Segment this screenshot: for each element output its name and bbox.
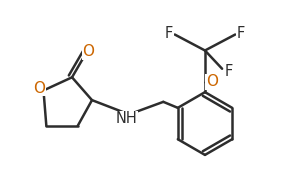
Text: O: O bbox=[33, 81, 46, 96]
Text: F: F bbox=[165, 26, 173, 41]
Text: F: F bbox=[225, 64, 233, 79]
Text: F: F bbox=[237, 26, 245, 41]
Text: O: O bbox=[83, 44, 95, 59]
Text: NH: NH bbox=[116, 111, 138, 126]
Text: O: O bbox=[206, 74, 218, 89]
